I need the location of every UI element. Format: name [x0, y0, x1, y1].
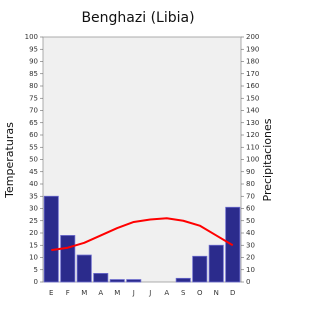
y2-tick-label: 190 — [246, 45, 259, 53]
y-tick-label: 65 — [29, 119, 38, 127]
y2-axis-label: Precipitaciones — [261, 118, 274, 201]
y-tick-label: 70 — [29, 107, 38, 115]
y-tick-label: 60 — [29, 131, 38, 139]
x-tick-label: E — [49, 289, 53, 297]
y2-tick-label: 60 — [246, 205, 255, 213]
x-tick-label: N — [214, 289, 219, 297]
x-tick-label: M — [114, 289, 120, 297]
y-tick-label: 10 — [29, 254, 38, 262]
y2-tick-label: 130 — [246, 119, 259, 127]
x-tick-label: D — [230, 289, 235, 297]
y-tick-label: 45 — [29, 168, 38, 176]
x-tick-label: A — [164, 289, 169, 297]
y-tick-label: 25 — [29, 217, 38, 225]
bar — [76, 254, 92, 283]
y-tick-label: 90 — [29, 58, 38, 66]
x-tick-label: S — [181, 289, 186, 297]
y2-tick-label: 140 — [246, 107, 259, 115]
bar — [109, 279, 125, 283]
y2-tick-label: 100 — [246, 156, 259, 164]
bar — [43, 195, 59, 283]
y2-tick-label: 10 — [246, 266, 255, 274]
y-tick-label: 30 — [29, 205, 38, 213]
y2-tick-label: 170 — [246, 70, 259, 78]
y-tick-label: 85 — [29, 70, 38, 78]
y2-tick-label: 150 — [246, 94, 259, 102]
x-tick-label: O — [197, 289, 203, 297]
y2-tick-label: 180 — [246, 58, 259, 66]
y2-tick-label: 0 — [246, 278, 250, 286]
x-tick-label: A — [98, 289, 103, 297]
y-tick-label: 40 — [29, 180, 38, 188]
x-tick-label: M — [81, 289, 87, 297]
x-tick-label: J — [132, 289, 135, 297]
x-tick-label: J — [148, 289, 151, 297]
y-tick-label: 0 — [34, 278, 38, 286]
y-tick-label: 80 — [29, 82, 38, 90]
y-tick-label: 15 — [29, 241, 38, 249]
y-axis-label: Temperaturas — [3, 122, 16, 199]
y2-tick-label: 20 — [246, 254, 255, 262]
y-tick-label: 55 — [29, 143, 38, 151]
y-tick-label: 95 — [29, 45, 38, 53]
y2-tick-label: 50 — [246, 217, 255, 225]
y2-tick-label: 160 — [246, 82, 259, 90]
y2-tick-label: 70 — [246, 192, 255, 200]
y2-tick-label: 120 — [246, 131, 259, 139]
chart: Benghazi (Libia) Temperaturas Precipitac… — [3, 10, 274, 297]
chart-title: Benghazi (Libia) — [81, 10, 194, 26]
y-tick-label: 5 — [34, 266, 38, 274]
y2-tick-label: 40 — [246, 229, 255, 237]
bar — [93, 273, 109, 283]
y2-tick-label: 110 — [246, 143, 259, 151]
temperature-line — [51, 217, 234, 252]
y-tick-label: 75 — [29, 94, 38, 102]
bar — [126, 279, 142, 283]
y2-tick-label: 30 — [246, 241, 255, 249]
y-tick-label: 20 — [29, 229, 38, 237]
bar — [175, 277, 191, 283]
y2-tick-label: 90 — [246, 168, 255, 176]
bar — [208, 244, 224, 283]
y-tick-label: 35 — [29, 192, 38, 200]
x-tick-label: F — [66, 289, 70, 297]
bar — [60, 235, 76, 283]
bar — [192, 255, 208, 283]
y-tick-label: 100 — [25, 33, 38, 41]
y2-tick-label: 80 — [246, 180, 255, 188]
y-tick-label: 50 — [29, 156, 38, 164]
plot-area — [42, 36, 242, 283]
y2-tick-label: 200 — [246, 33, 259, 41]
